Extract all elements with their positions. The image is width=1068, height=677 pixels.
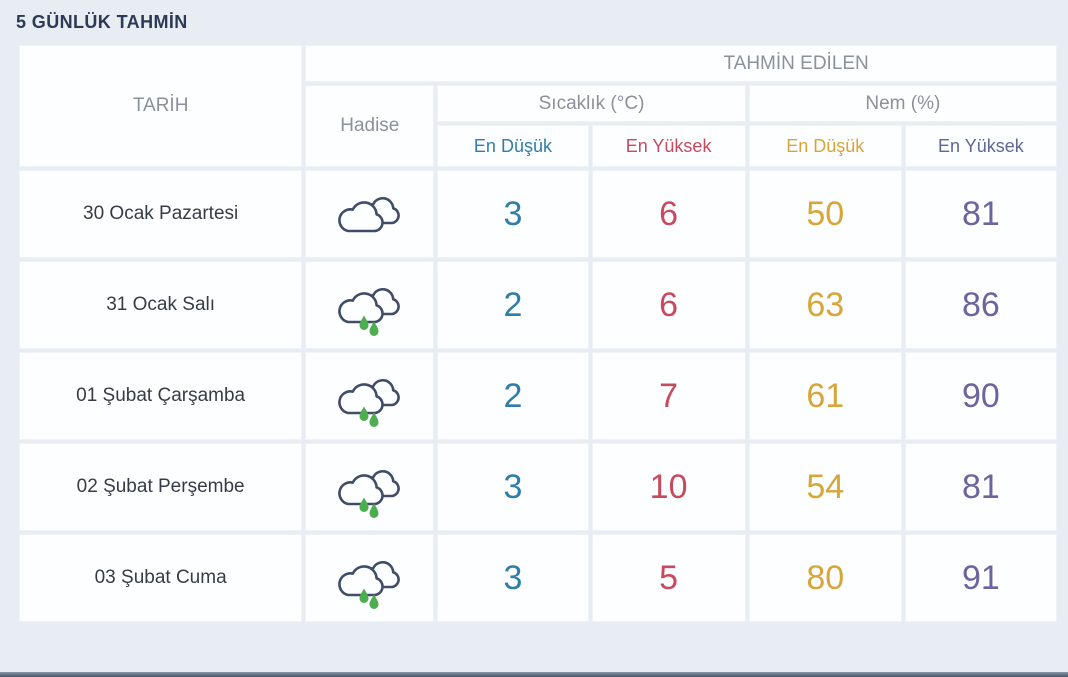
column-header-hum-min: En Düşük bbox=[748, 125, 902, 167]
event-cell bbox=[305, 443, 435, 531]
temp-min-value: 3 bbox=[437, 170, 589, 258]
forecast-row: 02 Şubat Perşembe 3 10 54 81 bbox=[19, 443, 1057, 531]
temp-max-value: 7 bbox=[591, 352, 746, 440]
page-title: 5 GÜNLÜK TAHMİN bbox=[16, 12, 188, 32]
forecast-table: TARİH TAHMİN EDİLEN Hadise Sıcaklık (°C)… bbox=[16, 42, 1060, 625]
column-header-temp-max: En Yüksek bbox=[591, 125, 746, 167]
column-header-date: TARİH bbox=[19, 45, 303, 167]
hum-min-value: 50 bbox=[748, 170, 902, 258]
column-group-humidity: Nem (%) bbox=[748, 85, 1057, 122]
date-cell: 31 Ocak Salı bbox=[19, 261, 303, 349]
temp-min-value: 3 bbox=[437, 443, 589, 531]
forecast-row: 01 Şubat Çarşamba 2 7 61 90 bbox=[19, 352, 1057, 440]
bottom-border bbox=[0, 672, 1068, 677]
raindrop bbox=[369, 321, 379, 336]
event-cell bbox=[305, 352, 435, 440]
rainy-icon bbox=[338, 287, 400, 336]
hum-max-value: 90 bbox=[904, 352, 1057, 440]
hum-max-value: 81 bbox=[904, 170, 1057, 258]
temp-max-value: 6 bbox=[591, 261, 746, 349]
raindrop bbox=[359, 315, 369, 330]
column-header-temp-min: En Düşük bbox=[437, 125, 589, 167]
column-header-predicted: TAHMİN EDİLEN bbox=[305, 45, 1057, 82]
column-header-event: Hadise bbox=[305, 85, 435, 167]
rainy-icon bbox=[338, 378, 400, 427]
temp-max-value: 6 bbox=[591, 170, 746, 258]
hum-min-value: 80 bbox=[748, 534, 902, 622]
forecast-row: 31 Ocak Salı 2 6 63 86 bbox=[19, 261, 1057, 349]
cloudy-icon bbox=[338, 196, 400, 233]
hum-max-value: 86 bbox=[904, 261, 1057, 349]
forecast-row: 03 Şubat Cuma 3 5 80 91 bbox=[19, 534, 1057, 622]
temp-min-value: 3 bbox=[437, 534, 589, 622]
column-group-temperature: Sıcaklık (°C) bbox=[437, 85, 746, 122]
date-cell: 01 Şubat Çarşamba bbox=[19, 352, 303, 440]
rainy-icon bbox=[338, 560, 400, 609]
raindrop bbox=[359, 497, 369, 512]
temp-min-value: 2 bbox=[437, 261, 589, 349]
temp-min-value: 2 bbox=[437, 352, 589, 440]
forecast-row: 30 Ocak Pazartesi 3 6 50 81 bbox=[19, 170, 1057, 258]
raindrop bbox=[369, 503, 379, 518]
event-cell bbox=[305, 534, 435, 622]
raindrop bbox=[369, 594, 379, 609]
rainy-icon bbox=[338, 469, 400, 518]
date-cell: 30 Ocak Pazartesi bbox=[19, 170, 303, 258]
raindrop bbox=[359, 588, 369, 603]
date-cell: 03 Şubat Cuma bbox=[19, 534, 303, 622]
event-cell bbox=[305, 170, 435, 258]
temp-max-value: 5 bbox=[591, 534, 746, 622]
column-header-hum-max: En Yüksek bbox=[904, 125, 1057, 167]
raindrop bbox=[369, 412, 379, 427]
event-cell bbox=[305, 261, 435, 349]
hum-min-value: 63 bbox=[748, 261, 902, 349]
date-cell: 02 Şubat Perşembe bbox=[19, 443, 303, 531]
hum-max-value: 91 bbox=[904, 534, 1057, 622]
raindrop bbox=[359, 406, 369, 421]
hum-max-value: 81 bbox=[904, 443, 1057, 531]
hum-min-value: 54 bbox=[748, 443, 902, 531]
temp-max-value: 10 bbox=[591, 443, 746, 531]
hum-min-value: 61 bbox=[748, 352, 902, 440]
